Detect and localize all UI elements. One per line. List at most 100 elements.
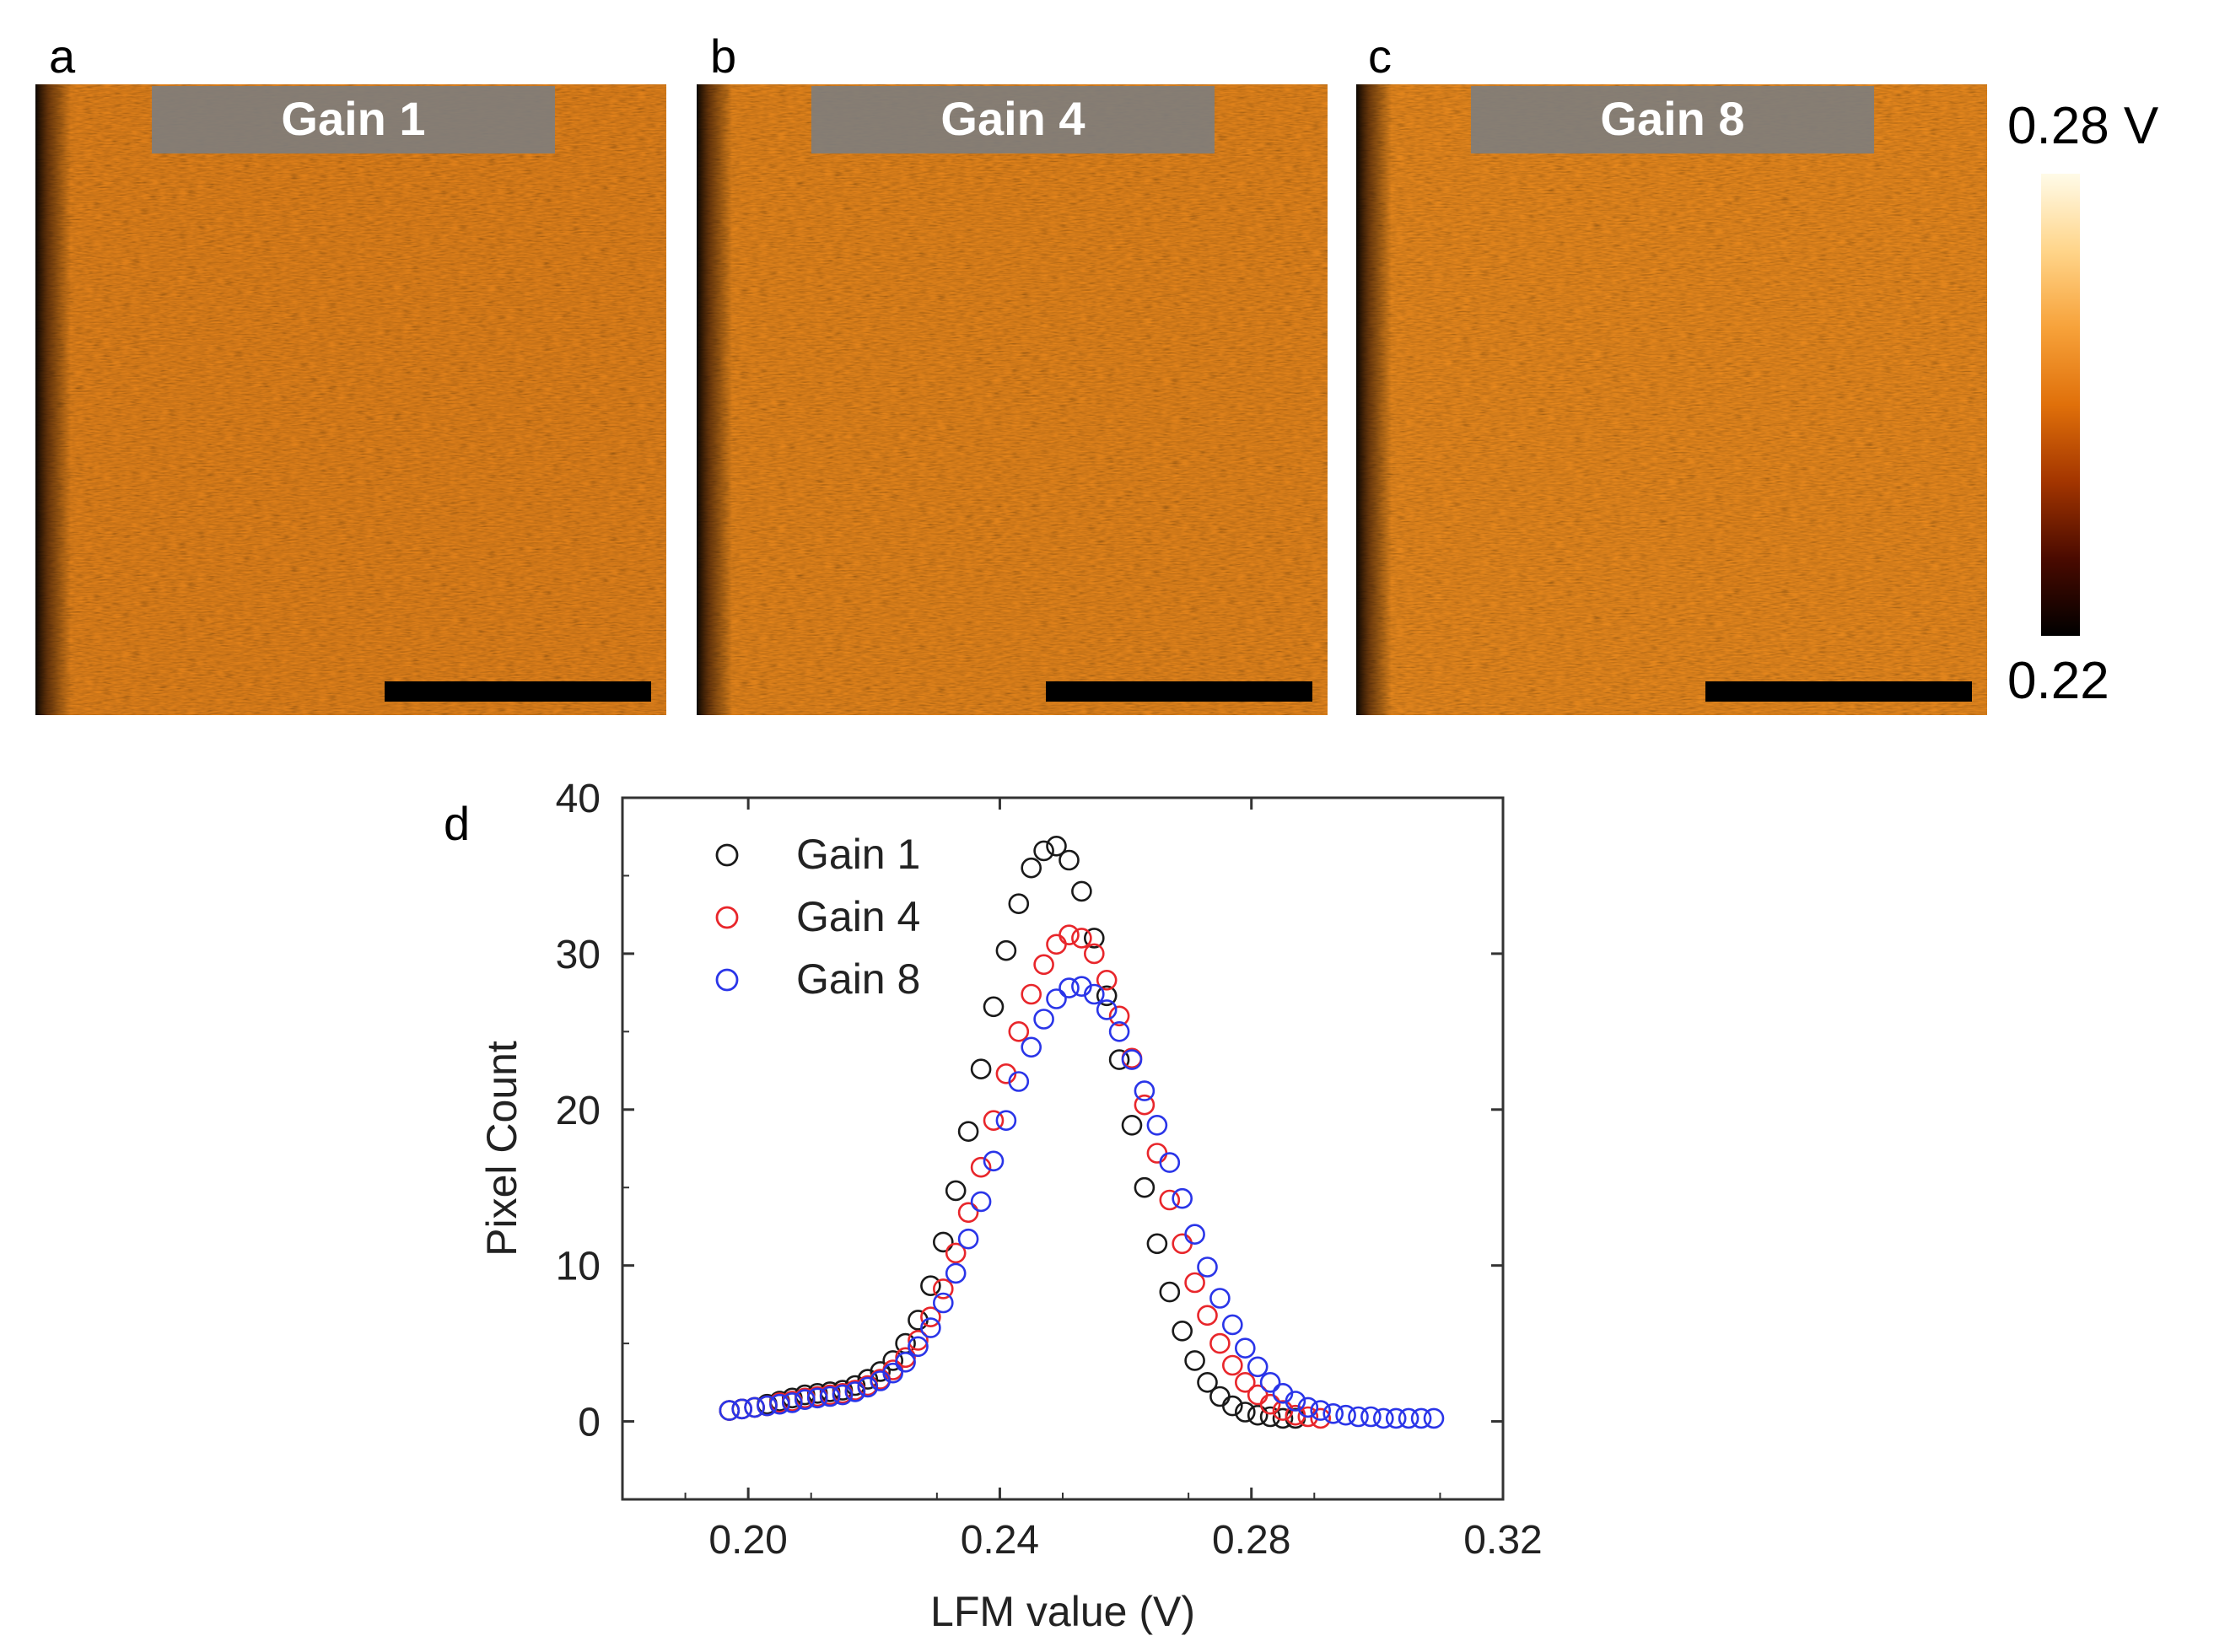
gain-8-point [857, 1376, 879, 1398]
gain-8-point [1247, 1356, 1269, 1378]
gain-1-point [1084, 928, 1105, 949]
gain-1-point [1259, 1406, 1281, 1428]
y-tick-label: 10 [556, 1245, 601, 1289]
gain-4-point [895, 1347, 916, 1369]
gain-1-point [1197, 1372, 1218, 1393]
gain-4-point [1310, 1407, 1331, 1429]
gain-8-point [1121, 1049, 1143, 1070]
gain-1-point [1209, 1386, 1231, 1407]
gain-1-point [995, 939, 1017, 961]
gain-8-point [933, 1292, 954, 1314]
gain-8-point [983, 1150, 1005, 1172]
legend-label-gain-8: Gain 8 [796, 955, 920, 1003]
panel-b-edge [697, 84, 732, 715]
gain-1-point [870, 1361, 891, 1382]
panel-a-scale-bar [385, 681, 651, 702]
gain-8-point [1172, 1187, 1193, 1209]
gain-8-point [1046, 988, 1067, 1009]
legend-marker-gain-8 [715, 968, 739, 992]
panel-c-label: Gain 8 [1600, 92, 1744, 145]
gain-4-point [983, 1110, 1005, 1131]
panel-a-label: Gain 1 [281, 92, 425, 145]
gain-1-point [1096, 985, 1118, 1007]
gain-8-point [1398, 1407, 1419, 1429]
legend-marker-gain-1 [715, 843, 739, 867]
gain-8-point [995, 1110, 1017, 1131]
panel-b: b Gain 4 [697, 30, 1328, 715]
gain-4-point [1172, 1233, 1193, 1255]
panel-a-texture [35, 84, 666, 715]
gain-4-point [970, 1156, 992, 1178]
gain-1-point [1046, 835, 1067, 857]
gain-8-point [882, 1362, 903, 1384]
gain-4-point [1235, 1372, 1256, 1393]
gain-8-point [1297, 1396, 1319, 1418]
panel-a-label-box [152, 86, 555, 153]
x-tick-label: 0.20 [708, 1518, 787, 1563]
gain-8-point [1259, 1372, 1281, 1393]
gain-8-point [1423, 1407, 1445, 1429]
gain-8-point [945, 1262, 967, 1284]
panel-c: c Gain 8 [1356, 30, 1987, 715]
gain-4-point [1008, 1021, 1030, 1042]
gain-1-point [1021, 857, 1042, 879]
gain-8-point [1197, 1256, 1218, 1278]
gain-1-point [1272, 1407, 1294, 1429]
gain-1-point [1134, 1176, 1155, 1198]
gain-8-point [1134, 1080, 1155, 1101]
panel-a-edge [35, 84, 71, 715]
colorbar-gradient [2041, 174, 2080, 636]
gain-1-point [1184, 1350, 1205, 1371]
gain-8-point [844, 1381, 866, 1402]
gain-8-point [957, 1228, 979, 1250]
gain-8-point [1159, 1152, 1181, 1173]
gain-4-point [1021, 983, 1042, 1005]
gain-8-point [1348, 1406, 1369, 1428]
gain-1-point [1033, 840, 1054, 862]
data-points [719, 835, 1445, 1429]
x-tick-label: 0.28 [1212, 1518, 1290, 1563]
panel-c-label-box [1471, 86, 1874, 153]
gain-4-point [1184, 1272, 1205, 1294]
panel-b-scale-bar [1046, 681, 1312, 702]
panel-c-texture [1356, 84, 1987, 715]
gain-4-point [1134, 1094, 1155, 1116]
panel-b-label-box [811, 86, 1215, 153]
gain-1-point [983, 996, 1005, 1018]
chart-d: d 0.20 0.24 0.28 0.32 0 10 20 30 40 LFM value (V… [444, 777, 1543, 1635]
gain-8-point [1021, 1036, 1042, 1058]
gain-1-point [933, 1231, 954, 1253]
gain-4-point [1033, 954, 1054, 976]
gain-8-point [1360, 1406, 1382, 1428]
gain-8-point [1310, 1400, 1331, 1421]
gain-1-point [1121, 1115, 1143, 1136]
gain-4-point [908, 1330, 929, 1351]
gain-1-point [957, 1121, 979, 1142]
gain-8-point [1385, 1407, 1407, 1429]
gain-1-point [970, 1058, 992, 1079]
gain-4-point [1259, 1393, 1281, 1415]
gain-4-point [957, 1202, 979, 1224]
gain-4-point [1209, 1332, 1231, 1354]
gain-8-point [920, 1317, 941, 1338]
x-tick-label: 0.24 [961, 1518, 1039, 1563]
gain-4-point [1222, 1354, 1243, 1376]
plot-frame [621, 796, 1505, 1501]
y-tick-label: 30 [556, 933, 601, 977]
gain-8-point [719, 1400, 741, 1421]
gain-1-point [1159, 1281, 1181, 1303]
gain-8-point [1084, 983, 1105, 1005]
axis-ticks [622, 796, 1505, 1499]
gain-1-point [1222, 1395, 1243, 1417]
gain-4-point [933, 1278, 954, 1300]
gain-1-point [1247, 1404, 1269, 1426]
gain-1-point [1172, 1321, 1193, 1342]
gain-1-point [920, 1275, 941, 1296]
gain-8-point [1222, 1314, 1243, 1336]
gain-8-point [819, 1386, 841, 1407]
panel-c-edge [1356, 84, 1392, 715]
gain-8-point [1410, 1407, 1432, 1429]
gain-4-point [1159, 1189, 1181, 1211]
gain-1-point [945, 1180, 967, 1202]
gain-8-point [1335, 1404, 1356, 1426]
